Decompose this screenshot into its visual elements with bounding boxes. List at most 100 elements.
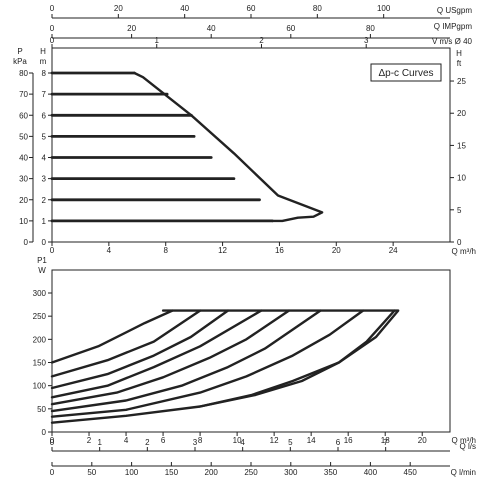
power-curve-line [50, 309, 230, 390]
velocity-tick-label: 1 [155, 36, 160, 45]
bottom-x-tick-label: 12 [270, 436, 279, 445]
top-x-tick-label: 16 [275, 246, 284, 255]
kpa-tick-label: 20 [19, 196, 28, 205]
head-ft-tick-label: 15 [457, 141, 466, 150]
bottom-x-tick-label: 6 [161, 436, 166, 445]
head-ft-axis-title: H [456, 49, 462, 58]
head-m-axis-unit: m [40, 57, 47, 66]
ls-tick-label: 4 [240, 438, 245, 447]
ls-tick-label: 1 [97, 438, 102, 447]
lmin-tick-label: 250 [244, 468, 258, 477]
power-tick-label: 100 [33, 382, 47, 391]
kpa-tick-label: 50 [19, 132, 28, 141]
kpa-tick-label: 0 [24, 238, 29, 247]
top-x-tick-label: 20 [332, 246, 341, 255]
velocity-tick-label: 2 [259, 36, 264, 45]
ls-tick-label: 3 [193, 438, 198, 447]
power-tick-label: 0 [42, 428, 47, 437]
head-m-tick-label: 4 [42, 154, 47, 163]
usgpm-tick-label: 20 [114, 4, 123, 13]
lmin-tick-label: 350 [324, 468, 338, 477]
power-tick-label: 50 [37, 405, 46, 414]
lmin-tick-label: 0 [50, 468, 55, 477]
kpa-tick-label: 60 [19, 111, 28, 120]
head-m-tick-label: 5 [42, 132, 47, 141]
head-m-tick-label: 0 [42, 238, 47, 247]
ls-tick-label: 0 [50, 438, 55, 447]
kpa-tick-label: 40 [19, 154, 28, 163]
kpa-tick-label: 10 [19, 217, 28, 226]
usgpm-tick-label: 80 [313, 4, 322, 13]
power-curve-line [50, 309, 322, 413]
bottom-x-tick-label: 14 [307, 436, 316, 445]
lmin-tick-label: 450 [404, 468, 418, 477]
velocity-axis-label: V m/s Ø 40 [432, 37, 473, 46]
velocity-tick-label: 3 [364, 36, 369, 45]
bottom-x-tick-label: 4 [124, 436, 129, 445]
head-ft-tick-label: 25 [457, 77, 466, 86]
ls-axis-label: Q l/s [460, 442, 476, 451]
head-ft-axis-unit: ft [457, 59, 462, 68]
power-max-envelope [161, 309, 400, 408]
lmin-tick-label: 300 [284, 468, 298, 477]
lmin-tick-label: 100 [125, 468, 139, 477]
velocity-tick-label: 0 [50, 36, 55, 45]
impgpm-axis-label: Q IMPgpm [434, 22, 473, 31]
lmin-axis-label: Q l/min [451, 468, 476, 477]
lmin-tick-label: 200 [205, 468, 219, 477]
top-x-axis-label: Q m³/h [452, 247, 476, 256]
head-m-axis-title: H [40, 47, 46, 56]
ls-tick-label: 5 [288, 438, 293, 447]
power-curve-line [50, 309, 396, 424]
head-m-tick-label: 2 [42, 196, 47, 205]
head-m-tick-label: 3 [42, 175, 47, 184]
bottom-x-tick-label: 8 [198, 436, 203, 445]
power-tick-label: 200 [33, 335, 47, 344]
usgpm-tick-label: 60 [247, 4, 256, 13]
head-ft-tick-label: 20 [457, 109, 466, 118]
dpc-max-envelope [133, 71, 324, 223]
top-x-tick-label: 12 [218, 246, 227, 255]
legend-label: Δp-c Curves [378, 68, 433, 79]
impgpm-tick-label: 60 [286, 24, 295, 33]
power-tick-label: 150 [33, 359, 47, 368]
top-x-tick-label: 24 [389, 246, 398, 255]
head-ft-tick-label: 10 [457, 174, 466, 183]
lmin-tick-label: 150 [165, 468, 179, 477]
kpa-tick-label: 70 [19, 90, 28, 99]
bottom-x-tick-label: 20 [418, 436, 427, 445]
power-curve-line [50, 309, 291, 406]
power-curve-line [50, 309, 174, 364]
ls-tick-label: 7 [383, 438, 388, 447]
bottom-x-tick-label: 16 [344, 436, 353, 445]
usgpm-tick-label: 40 [180, 4, 189, 13]
head-ft-tick-label: 0 [457, 238, 462, 247]
bottom-x-tick-label: 0 [50, 436, 55, 445]
head-m-tick-label: 6 [42, 111, 47, 120]
power-curve-line [50, 309, 365, 418]
bottom-x-tick-label: 2 [87, 436, 92, 445]
power-tick-label: 250 [33, 312, 47, 321]
usgpm-tick-label: 0 [50, 4, 55, 13]
kpa-axis-title: P [17, 47, 22, 56]
head-m-tick-label: 8 [42, 69, 47, 78]
bottom-x-tick-label: 18 [381, 436, 390, 445]
usgpm-axis-label: Q USgpm [437, 6, 472, 15]
usgpm-tick-label: 100 [377, 4, 391, 13]
power-curve-line [50, 309, 263, 399]
kpa-axis-unit: kPa [13, 57, 27, 66]
lmin-tick-label: 400 [364, 468, 378, 477]
impgpm-tick-label: 40 [207, 24, 216, 33]
ls-tick-label: 2 [145, 438, 150, 447]
head-m-tick-label: 1 [42, 217, 47, 226]
ls-tick-label: 6 [336, 438, 341, 447]
bottom-x-axis-label: Q m³/h [452, 436, 476, 445]
kpa-tick-label: 80 [19, 69, 28, 78]
impgpm-tick-label: 0 [50, 24, 55, 33]
head-ft-tick-label: 5 [457, 206, 462, 215]
power-tick-label: 300 [33, 289, 47, 298]
power-axis-title: P1 [37, 256, 47, 265]
top-x-tick-label: 0 [50, 246, 55, 255]
impgpm-tick-label: 20 [127, 24, 136, 33]
